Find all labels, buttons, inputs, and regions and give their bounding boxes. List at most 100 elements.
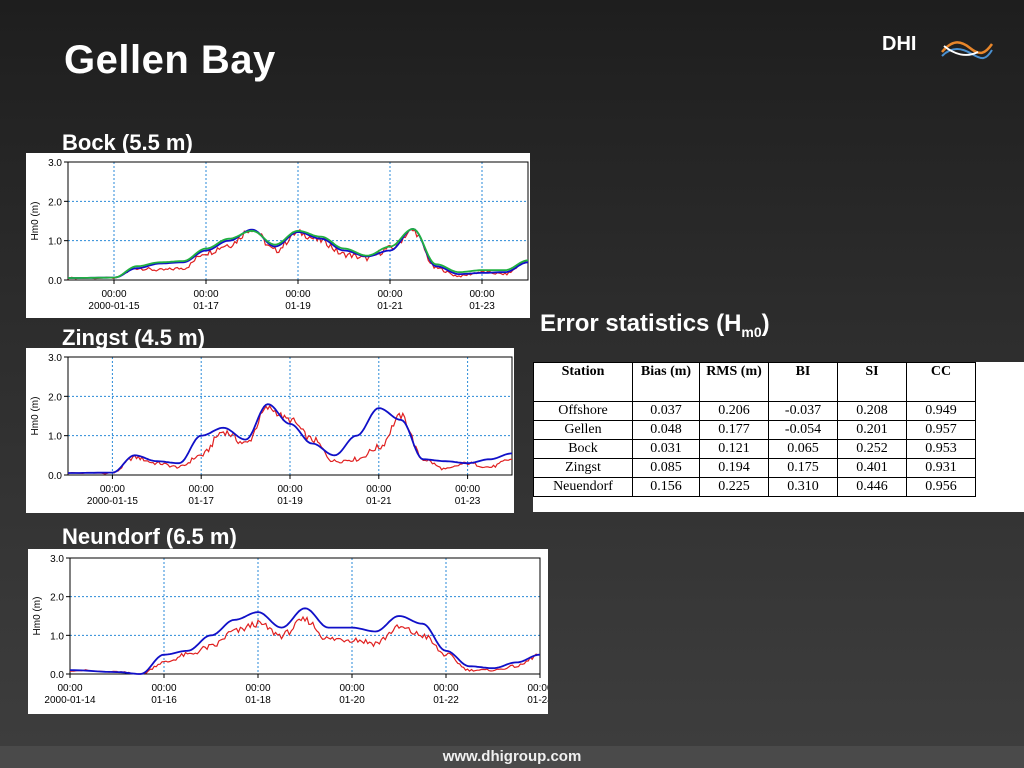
- y-tick-label: 2.0: [50, 593, 64, 604]
- chart-bock: 0.0 1.0 2.0 3.0 Hm0 (m) 00:00 2000-01-15 00:00 0…: [26, 153, 530, 318]
- table-cell: 0.931: [906, 458, 976, 478]
- y-axis-label: Hm0 (m): [30, 202, 41, 241]
- x-tick-label-date: 01-22: [433, 695, 459, 706]
- series-line: [68, 227, 529, 279]
- table-cell: 0.206: [699, 401, 769, 421]
- y-tick-label: 1.0: [48, 237, 62, 248]
- table-cell: 0.310: [768, 477, 838, 497]
- table-cell: 0.037: [632, 401, 700, 421]
- x-tick-label-time: 00:00: [285, 289, 310, 300]
- x-tick-label-time: 00:00: [277, 484, 302, 495]
- x-tick-label-date: 01-17: [193, 301, 219, 312]
- x-tick-label-time: 00:00: [189, 484, 214, 495]
- y-tick-label: 2.0: [48, 392, 62, 403]
- table-cell: 0.956: [906, 477, 976, 497]
- series-line: [67, 228, 529, 280]
- x-tick-label-time: 00:00: [57, 683, 82, 694]
- table-row: Neuendorf 0.156 0.225 0.310 0.446 0.956: [533, 477, 976, 497]
- table-cell: Offshore: [533, 401, 633, 421]
- logo-text: DHI: [882, 33, 916, 55]
- table-cell: -0.037: [768, 401, 838, 421]
- header-station: Station: [533, 362, 633, 402]
- header-bias: Bias (m): [632, 362, 700, 402]
- header-cc: CC: [906, 362, 976, 402]
- y-tick-label: 0.0: [50, 670, 64, 681]
- table-cell: Zingst: [533, 458, 633, 478]
- slide-title: Gellen Bay: [64, 38, 276, 82]
- table-cell: 0.065: [768, 439, 838, 459]
- table-row: Gellen 0.048 0.177 -0.054 0.201 0.957: [533, 420, 976, 440]
- table-cell: 0.252: [837, 439, 907, 459]
- x-tick-label-date: 01-19: [277, 496, 303, 507]
- error-statistics-title: Error statistics (Hm0): [540, 310, 770, 340]
- table-cell: 0.177: [699, 420, 769, 440]
- y-axis-label: Hm0 (m): [32, 597, 43, 636]
- y-tick-label: 3.0: [50, 554, 64, 565]
- chart-title-bock: Bock (5.5 m): [62, 130, 193, 155]
- x-tick-label-date: 01-23: [455, 496, 481, 507]
- x-tick-label-date: 01-16: [151, 695, 177, 706]
- header-rms: RMS (m): [699, 362, 769, 402]
- x-tick-label-date: 2000-01-15: [88, 301, 140, 312]
- x-tick-label-time: 00:00: [455, 484, 480, 495]
- series-line: [68, 227, 529, 279]
- x-tick-label-time: 00:00: [527, 683, 548, 694]
- x-tick-label-date: 01-21: [377, 301, 403, 312]
- x-tick-label-date: 2000-01-14: [44, 695, 96, 706]
- series-line: [69, 607, 541, 675]
- table-cell: 0.208: [837, 401, 907, 421]
- x-tick-label-time: 00:00: [101, 289, 126, 300]
- x-tick-label-date: 01-18: [245, 695, 271, 706]
- table-cell: 0.194: [699, 458, 769, 478]
- x-tick-label-time: 00:00: [100, 484, 125, 495]
- table-cell: 0.957: [906, 420, 976, 440]
- table-cell: 0.031: [632, 439, 700, 459]
- x-tick-label-date: 01-20: [339, 695, 365, 706]
- x-tick-label-time: 00:00: [193, 289, 218, 300]
- stats-table-panel: Station Bias (m) RMS (m) BI SI CC Offsho…: [533, 362, 1024, 512]
- x-tick-label-date: 01-24: [527, 695, 548, 706]
- table-row: Zingst 0.085 0.194 0.175 0.401 0.931: [533, 458, 976, 478]
- header-si: SI: [837, 362, 907, 402]
- table-row: Bock 0.031 0.121 0.065 0.252 0.953: [533, 439, 976, 459]
- x-tick-label-time: 00:00: [469, 289, 494, 300]
- footer-url: www.dhigroup.com: [442, 748, 582, 765]
- plot-frame: [69, 557, 541, 675]
- x-tick-label-date: 01-21: [366, 496, 392, 507]
- series-line: [70, 615, 540, 675]
- table-cell: 0.175: [768, 458, 838, 478]
- x-tick-label-date: 01-23: [469, 301, 495, 312]
- x-tick-label-time: 00:00: [339, 683, 364, 694]
- table-cell: 0.949: [906, 401, 976, 421]
- table-cell: Neuendorf: [533, 477, 633, 497]
- x-tick-label-time: 00:00: [366, 484, 391, 495]
- x-tick-label-time: 00:00: [433, 683, 458, 694]
- y-tick-label: 3.0: [48, 353, 62, 364]
- table-cell: 0.401: [837, 458, 907, 478]
- x-tick-label-date: 2000-01-15: [87, 496, 139, 507]
- y-tick-label: 0.0: [48, 276, 62, 287]
- table-cell: 0.048: [632, 420, 700, 440]
- table-cell: 0.446: [837, 477, 907, 497]
- table-cell: 0.085: [632, 458, 700, 478]
- series-line: [68, 403, 513, 474]
- y-tick-label: 1.0: [48, 432, 62, 443]
- y-tick-label: 0.0: [48, 471, 62, 482]
- table-cell: 0.156: [632, 477, 700, 497]
- x-tick-label-date: 01-19: [285, 301, 311, 312]
- x-tick-label-date: 01-17: [188, 496, 214, 507]
- footer-bar: www.dhigroup.com: [0, 746, 1024, 768]
- x-tick-label-time: 00:00: [151, 683, 176, 694]
- table-cell: Bock: [533, 439, 633, 459]
- dhi-logo: DHI: [880, 30, 995, 70]
- table-cell: 0.201: [837, 420, 907, 440]
- chart-neundorf: 0.0 1.0 2.0 3.0 Hm0 (m) 00:00 2000-01-14 00:00 0…: [28, 549, 548, 714]
- table-cell: -0.054: [768, 420, 838, 440]
- table-cell: 0.121: [699, 439, 769, 459]
- table-cell: 0.953: [906, 439, 976, 459]
- y-tick-label: 2.0: [48, 197, 62, 208]
- stats-table: Station Bias (m) RMS (m) BI SI CC Offsho…: [533, 362, 976, 497]
- table-row: Offshore 0.037 0.206 -0.037 0.208 0.949: [533, 401, 976, 421]
- chart-zingst: 0.0 1.0 2.0 3.0 Hm0 (m) 00:00 2000-01-15 00:00 0…: [26, 348, 514, 513]
- header-bi: BI: [768, 362, 838, 402]
